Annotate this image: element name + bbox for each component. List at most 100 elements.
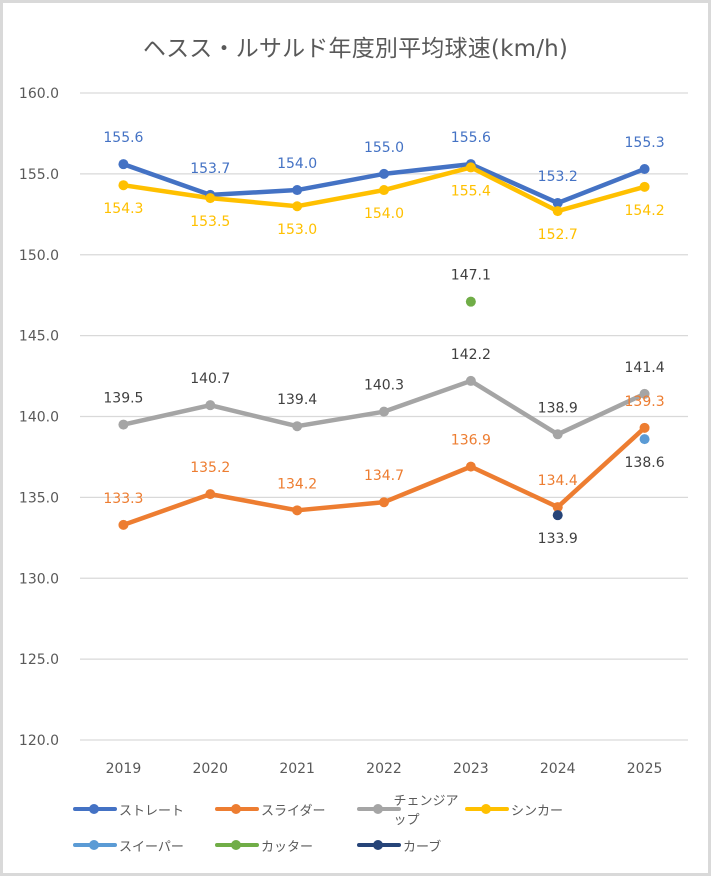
data-point [639, 181, 650, 192]
legend-label: シンカー [511, 803, 564, 819]
data-label: 136.9 [451, 433, 491, 449]
data-point [292, 201, 303, 212]
legend-marker-icon [73, 802, 117, 816]
legend-label: チェンジアップ [393, 794, 459, 828]
data-label: 134.4 [538, 473, 578, 489]
data-point [552, 510, 563, 521]
legend-item: ストレート [73, 798, 215, 820]
data-label: 155.4 [451, 183, 491, 199]
legend-marker-icon [357, 838, 401, 852]
data-point [465, 296, 476, 307]
data-point [379, 406, 389, 417]
x-tick-label: 2019 [106, 761, 142, 777]
data-point [292, 185, 303, 196]
data-point [465, 461, 476, 472]
legend-item: カーブ [357, 834, 499, 856]
data-label: 155.6 [103, 130, 143, 146]
legend-item: シンカー [465, 798, 607, 820]
legend-item: チェンジアップ [357, 794, 465, 828]
data-label: 152.7 [538, 227, 578, 243]
data-label: 138.6 [625, 455, 665, 471]
data-label: 140.3 [364, 378, 404, 394]
data-label: 133.3 [103, 491, 143, 507]
data-label: 147.1 [451, 268, 491, 284]
plot-area: 160.0 155.0 150.0 145.0 140.0 135.0 130.0 125.0… [19, 86, 688, 777]
data-label: 154.0 [364, 206, 404, 222]
legend-item: スライダー [215, 798, 357, 820]
legend-item: カッター [215, 834, 357, 856]
data-point [379, 497, 389, 508]
data-point [118, 519, 129, 530]
data-label: 140.7 [190, 371, 230, 387]
data-label: 155.6 [451, 130, 491, 146]
data-label: 133.9 [538, 531, 578, 547]
data-label: 154.3 [103, 201, 143, 217]
data-label: 155.0 [364, 140, 404, 156]
data-point [118, 180, 129, 191]
data-label: 153.2 [538, 169, 578, 185]
y-tick-label: 155.0 [19, 167, 59, 183]
data-point [552, 197, 563, 208]
data-point [639, 164, 650, 175]
data-point [465, 162, 476, 173]
x-tick-label: 2020 [192, 761, 228, 777]
data-point [292, 505, 303, 516]
data-point [292, 421, 303, 432]
data-label: 153.0 [277, 222, 317, 238]
data-point [118, 159, 129, 170]
legend-marker-icon [215, 838, 259, 852]
data-label: 138.9 [538, 400, 578, 416]
y-tick-label: 120.0 [19, 733, 59, 749]
data-label: 154.0 [277, 156, 317, 172]
data-point [205, 400, 216, 411]
data-point [379, 168, 389, 179]
y-tick-label: 125.0 [19, 652, 59, 668]
x-tick-label: 2023 [453, 761, 489, 777]
data-point [552, 502, 563, 513]
legend-label: スライダー [261, 803, 326, 819]
x-axis-ticks: 2019 2020 2021 2022 2023 2024 2025 [106, 761, 663, 777]
legend-item: スイーパー [73, 834, 215, 856]
data-label: 134.2 [277, 476, 317, 492]
y-tick-label: 130.0 [19, 571, 59, 587]
data-point [639, 434, 650, 445]
data-point [552, 429, 563, 440]
legend-label: カーブ [403, 839, 442, 855]
data-label: 135.2 [190, 460, 230, 476]
legend-label: ストレート [119, 803, 185, 819]
y-tick-label: 140.0 [19, 410, 59, 426]
data-point [205, 193, 216, 204]
x-tick-label: 2025 [627, 761, 663, 777]
y-tick-label: 135.0 [19, 490, 59, 506]
data-label: 139.4 [277, 392, 317, 408]
data-point [639, 422, 650, 433]
x-tick-label: 2021 [279, 761, 315, 777]
data-label: 153.7 [190, 161, 230, 177]
data-label: 139.3 [625, 394, 665, 410]
x-tick-label: 2022 [366, 761, 402, 777]
legend-label: スイーパー [119, 839, 184, 855]
series-points [118, 159, 650, 530]
legend-label: カッター [261, 839, 314, 855]
data-point [205, 489, 216, 500]
data-label: 139.5 [103, 391, 143, 407]
data-label: 142.2 [451, 347, 491, 363]
chart-title: ヘスス・ルサルド年度別平均球速(km/h) [142, 36, 569, 62]
data-labels: 155.6 153.7 154.0 155.0 155.6 153.2 155.3 133.3… [103, 130, 664, 547]
data-point [118, 419, 129, 430]
y-tick-label: 145.0 [19, 329, 59, 345]
data-label: 153.5 [190, 214, 230, 230]
data-label: 154.2 [625, 203, 665, 219]
legend-marker-icon [215, 802, 259, 816]
data-point [639, 388, 650, 399]
data-label: 141.4 [625, 360, 665, 376]
y-tick-label: 150.0 [19, 248, 59, 264]
data-label: 134.7 [364, 468, 404, 484]
y-tick-label: 160.0 [19, 86, 59, 102]
data-point [552, 206, 563, 217]
data-point [379, 185, 389, 196]
legend-marker-icon [357, 802, 401, 816]
y-axis-ticks: 160.0 155.0 150.0 145.0 140.0 135.0 130.0 125.0… [19, 86, 59, 749]
x-tick-label: 2024 [540, 761, 576, 777]
